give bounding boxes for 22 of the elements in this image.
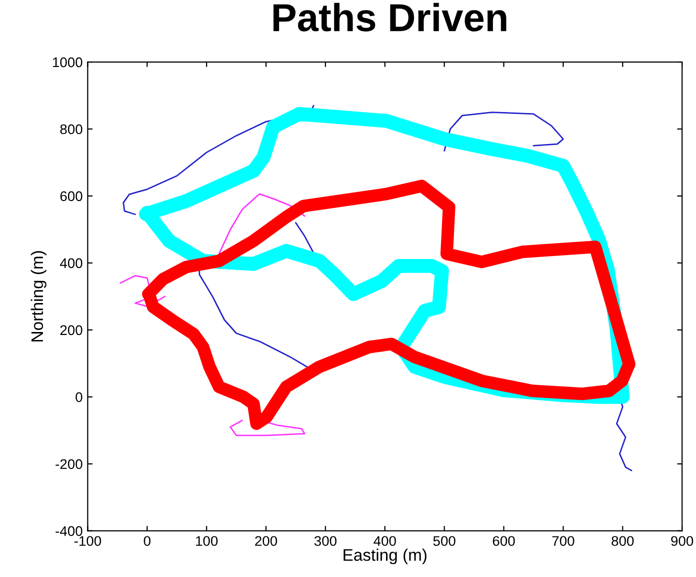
x-tick-label: -100 [74,536,102,546]
x-tick-label: 500 [433,536,456,546]
y-tick-label: -400 [56,526,82,536]
y-tick-label: 400 [60,258,82,268]
x-tick-label: 0 [144,536,150,546]
y-tick-label: 1000 [53,57,82,68]
y-tick-label: 800 [60,124,82,134]
x-tick-label: 400 [374,536,396,546]
x-tick-label: 600 [492,536,515,546]
y-axis-title: Northing (m) [30,251,46,342]
x-tick-label: 300 [314,536,336,546]
chart-title: Paths Driven [273,2,506,32]
y-tick-label: 200 [60,325,82,336]
y-tick-label: 0 [76,392,82,402]
x-tick-label: 700 [552,536,574,546]
x-tick-label: 100 [196,536,218,546]
x-tick-label: 200 [255,536,278,546]
y-tick-label: -200 [56,459,82,470]
x-tick-label: 800 [612,536,634,546]
y-tick-label: 600 [60,191,82,202]
x-tick-label: 900 [671,536,694,546]
x-axis-title: Easting (m) [344,548,426,564]
